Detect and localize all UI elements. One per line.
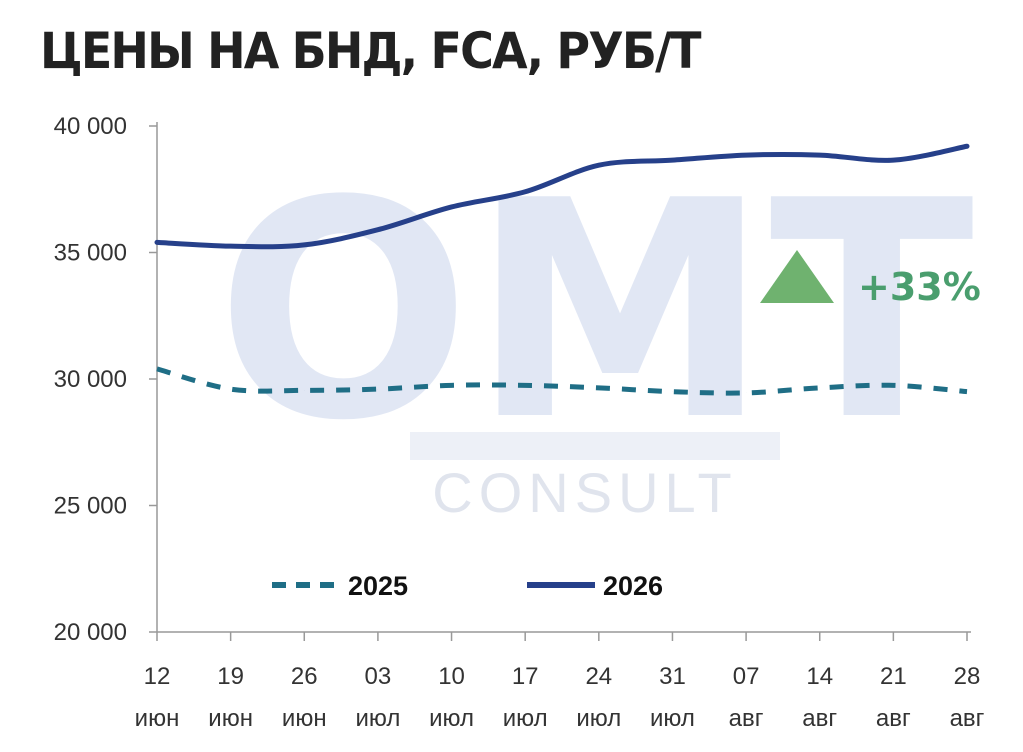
x-tick-label-day: 26 — [291, 663, 318, 690]
triangle-up-icon — [760, 250, 834, 303]
x-tick-label-day: 28 — [954, 663, 981, 690]
x-tick-label-month: авг — [876, 705, 911, 732]
x-tick-label-month: июл — [355, 705, 400, 732]
x-tick-label-day: 14 — [806, 663, 833, 690]
x-tick-label-day: 07 — [733, 663, 760, 690]
x-tick-label-day: 10 — [438, 663, 465, 690]
x-tick-label-month: июн — [135, 705, 180, 732]
x-tick-label-day: 24 — [585, 663, 612, 690]
y-tick-label: 25 000 — [54, 493, 127, 520]
y-tick-label: 40 000 — [54, 113, 127, 140]
x-tick-label-month: авг — [950, 705, 985, 732]
x-tick-label-day: 21 — [880, 663, 907, 690]
x-tick-label-month: июл — [650, 705, 695, 732]
y-tick-label: 20 000 — [54, 619, 127, 646]
watermark-text: CONSULT — [432, 461, 737, 524]
x-tick-label-month: июл — [576, 705, 621, 732]
x-tick-label-day: 19 — [217, 663, 244, 690]
legend-label-2026: 2026 — [603, 571, 663, 601]
x-tick-label-day: 17 — [512, 663, 539, 690]
x-tick-label-month: июл — [429, 705, 474, 732]
x-tick-label-day: 03 — [365, 663, 392, 690]
chart-title: ЦЕНЫ НА БНД, FCA, РУБ/Т — [40, 22, 701, 80]
series-line-2025 — [156, 366, 968, 396]
y-tick-label: 35 000 — [54, 240, 127, 267]
legend: 2025 2026 — [272, 571, 663, 601]
growth-annotation: +33% — [760, 250, 981, 309]
x-tick-label-month: июн — [208, 705, 253, 732]
x-tick-label-day: 12 — [144, 663, 171, 690]
x-tick-label-month: авг — [729, 705, 764, 732]
watermark-band — [410, 432, 780, 460]
series-layer — [154, 143, 970, 396]
watermark: OMT CONSULT — [216, 137, 976, 524]
y-tick-label: 30 000 — [54, 366, 127, 393]
x-tick-label-month: июл — [503, 705, 548, 732]
series-line-2026 — [154, 143, 970, 250]
watermark-logo: OMT — [216, 137, 976, 486]
x-tick-label-month: июн — [282, 705, 327, 732]
x-tick-label-month: авг — [802, 705, 837, 732]
growth-label: +33% — [858, 265, 981, 309]
axes: 20 000 25 000 30 000 35 000 40 000 12 июн 19 июн… — [54, 113, 985, 732]
legend-label-2025: 2025 — [348, 571, 408, 601]
x-tick-label-day: 31 — [659, 663, 686, 690]
